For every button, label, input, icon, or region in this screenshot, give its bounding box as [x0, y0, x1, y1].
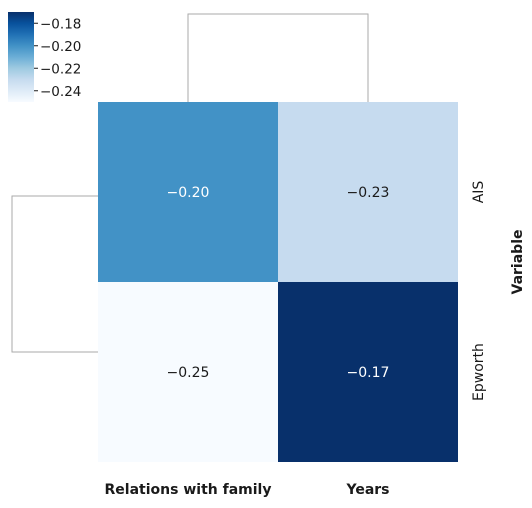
colorbar-tick-label: −0.22	[40, 61, 81, 77]
colorbar-tick-label: −0.24	[40, 84, 81, 100]
colorbar-tick-label: −0.18	[40, 16, 81, 32]
row-dendrogram	[11, 195, 98, 353]
colorbar-tick-label: −0.20	[40, 39, 81, 55]
column-label: Relations with family	[105, 482, 272, 498]
heatmap-cell	[98, 102, 278, 282]
row-axis-title: Variable	[510, 230, 526, 295]
row-label: Epworth	[471, 343, 487, 401]
heatmap-cell	[278, 282, 458, 462]
column-labels: Relations with family Years	[105, 482, 390, 498]
cell-value-label: −0.20	[167, 185, 210, 201]
heatmap-cell	[98, 282, 278, 462]
row-labels: AIS Epworth	[471, 181, 487, 401]
heatmap-cell	[278, 102, 458, 282]
column-label: Years	[345, 482, 389, 498]
heatmap-cells: −0.20 −0.23 −0.25 −0.17	[98, 102, 458, 462]
column-dendrogram	[187, 13, 369, 102]
colorbar	[8, 12, 34, 102]
cell-value-label: −0.17	[347, 365, 390, 381]
colorbar-ticks: −0.18 −0.20 −0.22 −0.24	[34, 16, 81, 100]
cell-value-label: −0.25	[167, 365, 210, 381]
row-label: AIS	[471, 181, 487, 204]
cell-value-label: −0.23	[347, 185, 390, 201]
